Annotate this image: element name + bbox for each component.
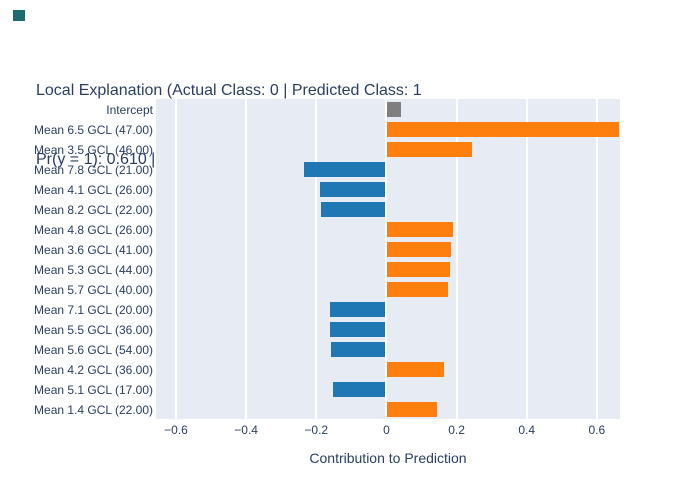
gridline [595, 99, 598, 419]
gridline [174, 99, 177, 419]
bar-mean-1.4-gcl-22.00[interactable] [386, 402, 438, 418]
bar-mean-5.5-gcl-36.00[interactable] [330, 322, 387, 338]
y-tick-label: Mean 5.3 GCL (44.00) [34, 262, 153, 277]
y-tick-label: Mean 5.6 GCL (54.00) [34, 342, 153, 357]
zero-line [385, 99, 388, 419]
gridline [455, 99, 458, 419]
gridline [525, 99, 528, 419]
y-tick-label: Mean 5.5 GCL (36.00) [34, 322, 153, 337]
y-tick-label: Mean 8.2 GCL (22.00) [34, 202, 153, 217]
bar-mean-4.8-gcl-26.00[interactable] [386, 222, 454, 238]
y-tick-label: Mean 4.1 GCL (26.00) [34, 182, 153, 197]
bar-mean-4.2-gcl-36.00[interactable] [386, 362, 444, 378]
y-tick-label: Intercept [106, 102, 153, 117]
y-tick-label: Mean 3.6 GCL (41.00) [34, 242, 153, 257]
x-tick-label: 0.2 [448, 423, 465, 437]
bar-mean-3.5-gcl-46.00[interactable] [386, 142, 473, 158]
x-tick-label: −0.2 [304, 423, 329, 437]
bar-mean-5.3-gcl-44.00[interactable] [386, 262, 450, 278]
bar-mean-5.7-gcl-40.00[interactable] [386, 282, 448, 298]
y-tick-label: Mean 1.4 GCL (22.00) [34, 402, 153, 417]
bar-mean-4.1-gcl-26.00[interactable] [320, 182, 387, 198]
x-tick-label: −0.4 [234, 423, 258, 437]
corner-marker-square [13, 10, 25, 21]
bar-mean-3.6-gcl-41.00[interactable] [386, 242, 452, 258]
plot-area[interactable] [156, 99, 620, 419]
bar-mean-5.1-gcl-17.00[interactable] [333, 382, 387, 398]
y-tick-label: Mean 4.2 GCL (36.00) [34, 362, 153, 377]
bar-mean-7.1-gcl-20.00[interactable] [329, 302, 387, 318]
bar-mean-6.5-gcl-47.00[interactable] [386, 122, 619, 138]
chart-title-line1: Local Explanation (Actual Class: 0 | Pre… [36, 82, 422, 99]
x-tick-label: 0 [383, 423, 390, 437]
y-tick-label: Mean 5.1 GCL (17.00) [34, 382, 153, 397]
y-tick-label: Mean 6.5 GCL (47.00) [34, 122, 153, 137]
y-tick-label: Mean 4.8 GCL (26.00) [34, 222, 153, 237]
bar-mean-7.8-gcl-21.00[interactable] [304, 162, 387, 178]
y-tick-label: Mean 5.7 GCL (40.00) [34, 282, 153, 297]
y-tick-label: Mean 3.5 GCL (46.00) [34, 142, 153, 157]
bar-mean-5.6-gcl-54.00[interactable] [330, 342, 387, 358]
x-tick-label: 0.6 [588, 423, 606, 437]
gridline [315, 99, 318, 419]
x-axis-title: Contribution to Prediction [309, 450, 467, 466]
x-tick-label: −0.6 [164, 423, 188, 437]
y-tick-label: Mean 7.8 GCL (21.00) [34, 162, 153, 177]
bar-intercept[interactable] [386, 102, 402, 118]
y-tick-label: Mean 7.1 GCL (20.00) [34, 302, 153, 317]
gridline [245, 99, 248, 419]
bar-mean-8.2-gcl-22.00[interactable] [320, 202, 387, 218]
x-tick-label: 0.4 [518, 423, 536, 437]
